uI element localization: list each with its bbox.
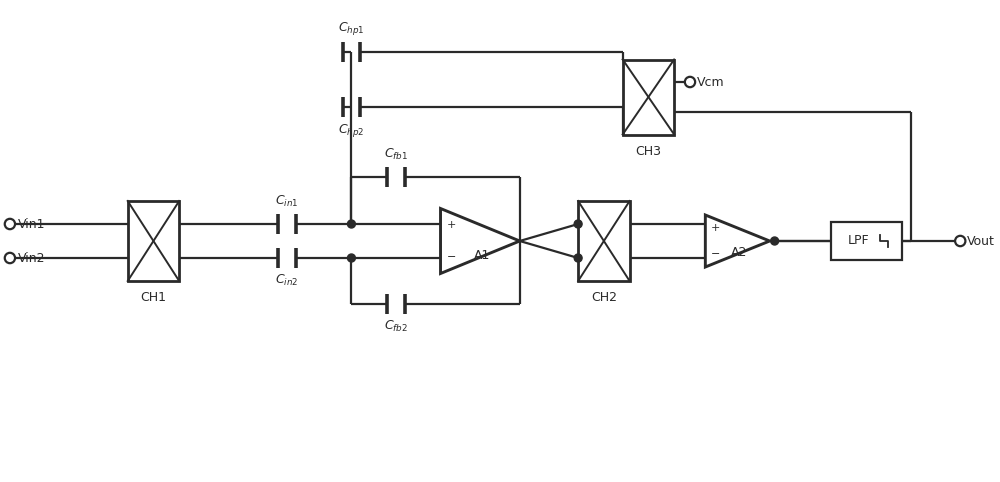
Bar	[578, 201, 630, 281]
Text: Vout: Vout	[967, 235, 995, 247]
Text: CH3: CH3	[635, 145, 661, 158]
Text: −: −	[446, 252, 456, 262]
Circle shape	[685, 77, 695, 87]
Text: +: +	[446, 220, 456, 230]
Text: −: −	[711, 249, 721, 259]
Circle shape	[347, 220, 355, 228]
Text: $C_{hp1}$: $C_{hp1}$	[338, 20, 365, 37]
Circle shape	[5, 253, 15, 263]
Bar	[623, 59, 674, 134]
Text: A2: A2	[731, 245, 748, 258]
Text: Vin1: Vin1	[18, 217, 45, 230]
Text: Vcm: Vcm	[697, 76, 725, 89]
Text: CH2: CH2	[591, 291, 617, 304]
Circle shape	[5, 219, 15, 229]
Circle shape	[574, 254, 582, 262]
Text: $C_{hp2}$: $C_{hp2}$	[338, 122, 365, 139]
Text: LPF: LPF	[847, 233, 869, 246]
Text: CH1: CH1	[140, 291, 166, 304]
Bar	[831, 222, 902, 260]
Text: $C_{in1}$: $C_{in1}$	[275, 194, 299, 209]
Circle shape	[574, 220, 582, 228]
Circle shape	[347, 254, 355, 262]
Circle shape	[955, 236, 965, 246]
Text: $C_{fb1}$: $C_{fb1}$	[384, 147, 408, 162]
Circle shape	[771, 237, 779, 245]
Text: $C_{in2}$: $C_{in2}$	[275, 273, 299, 288]
Text: Vin2: Vin2	[18, 252, 45, 265]
Text: +: +	[711, 223, 721, 233]
Text: A1: A1	[474, 249, 490, 262]
Bar	[128, 201, 179, 281]
Text: $C_{fb2}$: $C_{fb2}$	[384, 319, 408, 334]
